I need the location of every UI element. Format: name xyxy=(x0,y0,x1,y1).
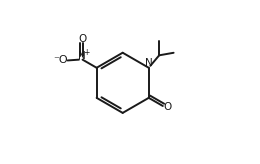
Text: N: N xyxy=(145,58,153,68)
Text: ⁻O: ⁻O xyxy=(53,55,67,65)
Text: N: N xyxy=(78,51,86,61)
Text: O: O xyxy=(79,34,87,44)
Text: +: + xyxy=(83,48,90,57)
Text: O: O xyxy=(163,102,172,112)
